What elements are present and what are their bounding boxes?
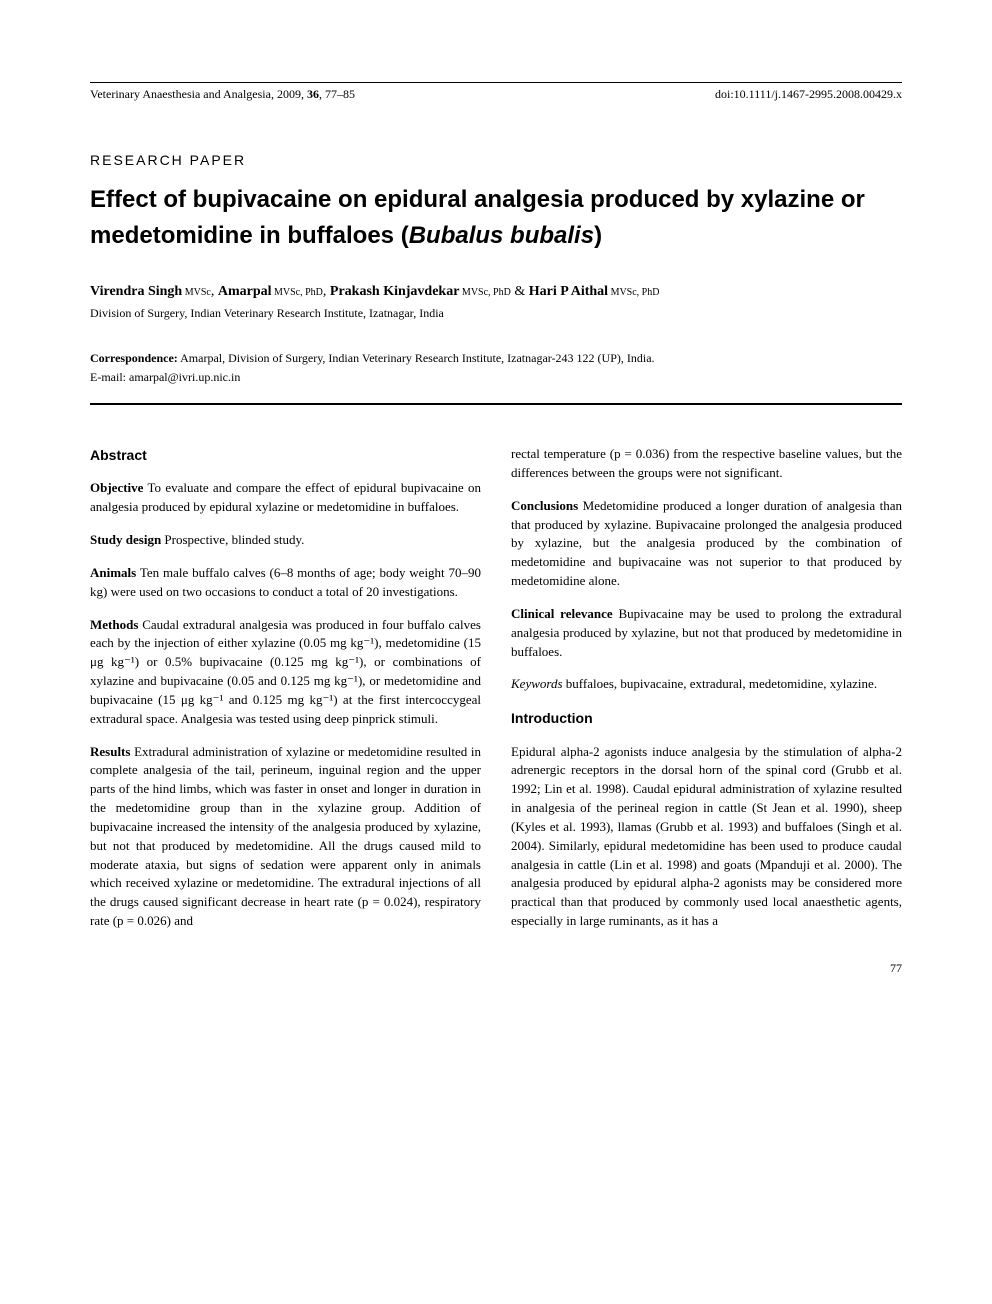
affiliation: Division of Surgery, Indian Veterinary R… (90, 306, 902, 321)
author-amp: & (511, 284, 529, 299)
journal-citation: Veterinary Anaesthesia and Analgesia, 20… (90, 87, 355, 102)
objective-text: To evaluate and compare the effect of ep… (90, 480, 481, 514)
study-design-text: Prospective, blinded study. (161, 532, 304, 547)
animals-label: Animals (90, 565, 136, 580)
methods-text: Caudal extradural analgesia was produced… (90, 617, 481, 726)
keywords-para: Keywords buffaloes, bupivacaine, extradu… (511, 675, 902, 694)
introduction-heading: Introduction (511, 708, 902, 728)
results-label: Results (90, 744, 130, 759)
objective-para: Objective To evaluate and compare the ef… (90, 479, 481, 517)
journal-name: Veterinary Anaesthesia and Analgesia, 20… (90, 87, 307, 101)
abstract-heading: Abstract (90, 445, 481, 465)
introduction-text: Epidural alpha-2 agonists induce analges… (511, 743, 902, 931)
title-species: Bubalus bubalis (409, 222, 594, 249)
author-3-name: Prakash Kinjavdekar (330, 284, 460, 299)
article-title: Effect of bupivacaine on epidural analge… (90, 182, 902, 254)
keywords-text: buffaloes, bupivacaine, extradural, mede… (563, 676, 878, 691)
left-column: Abstract Objective To evaluate and compa… (90, 445, 481, 931)
author-list: Virendra Singh MVSc, Amarpal MVSc, PhD, … (90, 284, 902, 300)
author-4-name: Hari P Aithal (529, 284, 608, 299)
author-sep: , (323, 284, 330, 299)
journal-pages: , 77–85 (319, 87, 355, 101)
author-1-name: Virendra Singh (90, 284, 182, 299)
page-number: 77 (90, 961, 902, 976)
doi: doi:10.1111/j.1467-2995.2008.00429.x (715, 87, 902, 102)
title-text-post: ) (594, 222, 602, 249)
methods-para: Methods Caudal extradural analgesia was … (90, 616, 481, 729)
journal-volume: 36 (307, 87, 319, 101)
author-2-degree: MVSc, PhD (272, 287, 323, 298)
author-1-degree: MVSc (182, 287, 211, 298)
author-sep: , (211, 284, 218, 299)
page-header: Veterinary Anaesthesia and Analgesia, 20… (90, 87, 902, 102)
results-text: Extradural administration of xylazine or… (90, 744, 481, 929)
header-rule (90, 82, 902, 83)
study-design-label: Study design (90, 532, 161, 547)
author-2-name: Amarpal (218, 284, 272, 299)
author-3-degree: MVSc, PhD (459, 287, 510, 298)
results-continuation: rectal temperature (p = 0.036) from the … (511, 445, 902, 483)
paper-type-label: RESEARCH PAPER (90, 152, 902, 168)
results-para: Results Extradural administration of xyl… (90, 743, 481, 931)
right-column: rectal temperature (p = 0.036) from the … (511, 445, 902, 931)
conclusions-para: Conclusions Medetomidine produced a long… (511, 497, 902, 591)
correspondence: Correspondence: Amarpal, Division of Sur… (90, 351, 902, 366)
clinical-relevance-para: Clinical relevance Bupivacaine may be us… (511, 605, 902, 662)
conclusions-label: Conclusions (511, 498, 578, 513)
animals-para: Animals Ten male buffalo calves (6–8 mon… (90, 564, 481, 602)
author-4-degree: MVSc, PhD (608, 287, 659, 298)
correspondence-label: Correspondence: (90, 351, 178, 365)
clinical-relevance-label: Clinical relevance (511, 606, 613, 621)
divider-rule (90, 403, 902, 405)
methods-label: Methods (90, 617, 138, 632)
correspondence-email: E-mail: amarpal@ivri.up.nic.in (90, 370, 902, 385)
keywords-label: Keywords (511, 676, 563, 691)
correspondence-text: Amarpal, Division of Surgery, Indian Vet… (178, 351, 655, 365)
body-columns: Abstract Objective To evaluate and compa… (90, 445, 902, 931)
study-design-para: Study design Prospective, blinded study. (90, 531, 481, 550)
animals-text: Ten male buffalo calves (6–8 months of a… (90, 565, 481, 599)
objective-label: Objective (90, 480, 143, 495)
